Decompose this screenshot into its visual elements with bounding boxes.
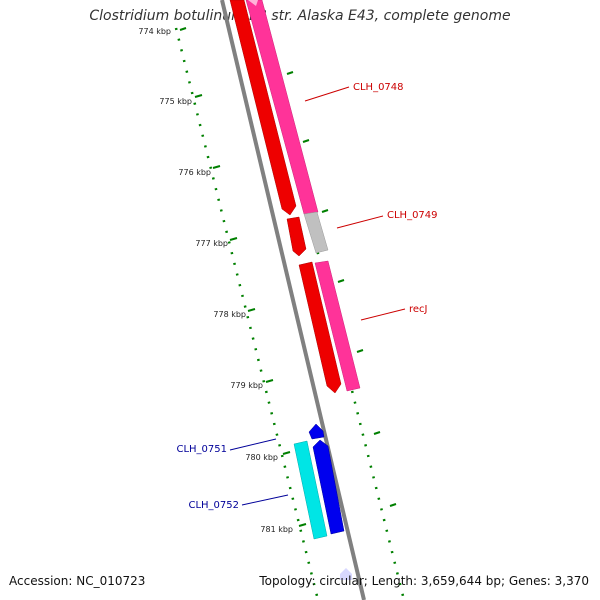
gene-clh-0751-cds[interactable] — [308, 423, 325, 440]
gene-label-clh-0751[interactable]: CLH_0751 — [176, 444, 227, 455]
gene-clh-0749-feature[interactable] — [303, 211, 329, 254]
inner-major-ticks — [179, 27, 307, 527]
gene-clh-0752-cds[interactable] — [312, 439, 345, 535]
callout-line — [336, 215, 384, 229]
kbp-label: 777 kbp — [195, 239, 228, 248]
gene-clh-0748-cds[interactable] — [229, 0, 297, 216]
kbp-label: 774 kbp — [138, 27, 171, 36]
kbp-label: 780 kbp — [245, 453, 278, 462]
genome-backbone — [220, 0, 366, 600]
outer-major-ticks — [286, 71, 397, 507]
kbp-label: 775 kbp — [159, 97, 192, 106]
callout-line — [241, 494, 289, 506]
kbp-label: 781 kbp — [260, 525, 293, 534]
kbp-label: 778 kbp — [213, 310, 246, 319]
gene-clh-0749-cds[interactable] — [286, 216, 307, 257]
gene-recj-feature[interactable] — [314, 260, 361, 392]
kbp-label: 776 kbp — [178, 168, 211, 177]
gene-label-clh-0752[interactable]: CLH_0752 — [188, 500, 239, 511]
callout-line — [304, 86, 350, 102]
gene-clh-0748-feature-top — [248, 0, 258, 6]
gene-label-clh-0748[interactable]: CLH_0748 — [353, 82, 404, 93]
gene-recj-cds[interactable] — [298, 261, 342, 394]
gene-label-recj[interactable]: recJ — [409, 304, 428, 315]
genome-summary-text: Topology: circular; Length: 3,659,644 bp… — [259, 574, 589, 588]
gene-clh-0752-feature[interactable] — [293, 440, 328, 540]
callout-line — [360, 308, 406, 321]
kbp-label: 779 kbp — [230, 381, 263, 390]
gene-bottom-marker — [340, 568, 352, 580]
gene-clh-0748-feature[interactable] — [245, 0, 319, 215]
map-title: Clostridium botulinum E3 str. Alaska E43… — [89, 8, 511, 24]
gene-label-clh-0749[interactable]: CLH_0749 — [387, 210, 438, 221]
callout-line — [229, 438, 277, 451]
accession-text: Accession: NC_010723 — [9, 574, 146, 588]
